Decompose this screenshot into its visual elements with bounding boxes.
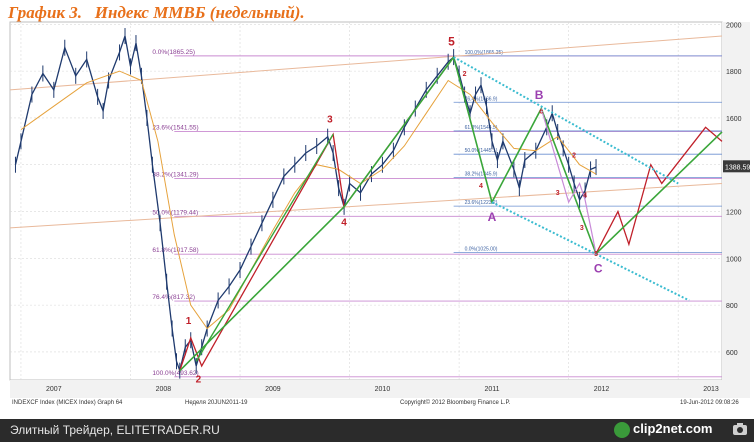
fib-level-label: 61.8%(1017.58) bbox=[152, 247, 198, 254]
last-value-label: 1388.59 bbox=[725, 164, 750, 171]
wave-label: c bbox=[539, 108, 543, 115]
plot-frame bbox=[9, 21, 723, 381]
fib-level-label: 76.4%(817.32) bbox=[152, 294, 195, 301]
x-tick-label: 2011 bbox=[484, 386, 499, 393]
x-axis-strip bbox=[10, 380, 750, 398]
fib-level-label: 50.0%(1179.44) bbox=[152, 209, 198, 216]
y-tick-label: 800 bbox=[726, 303, 738, 310]
chart-info-text: INDEXCF Index (MICEX Index) Graph 64 bbox=[12, 400, 123, 406]
footer-source-text: Элитный Трейдер, ELITETRADER.RU bbox=[10, 423, 220, 437]
x-tick-label: 2012 bbox=[594, 386, 610, 393]
moving-average-line bbox=[20, 70, 597, 330]
fib-level-label-blue: 76.4%(1666.9) bbox=[465, 96, 498, 102]
y-tick-label: 2000 bbox=[726, 22, 742, 29]
wave-label: 2 bbox=[572, 153, 576, 160]
y-tick-label: 600 bbox=[726, 350, 738, 357]
channel-cyan-upper bbox=[453, 56, 679, 185]
x-tick-label: 2010 bbox=[375, 386, 391, 393]
clip2net-logo-icon bbox=[614, 422, 630, 438]
footer-bar: Элитный Трейдер, ELITETRADER.RU clip2net… bbox=[0, 419, 754, 442]
wave-label: 4 bbox=[341, 218, 347, 229]
fib-level-label-blue: 50.0%(1445.1) bbox=[465, 148, 498, 154]
y-axis-strip bbox=[722, 22, 750, 380]
channel-cyan-lower bbox=[491, 201, 690, 302]
brand-text: clip2net.com bbox=[633, 421, 713, 436]
chart-info-text: Неделя 20JUN2011-19 bbox=[185, 400, 248, 406]
abc-correction-green bbox=[452, 56, 597, 254]
wave-label: 4 bbox=[479, 183, 483, 190]
wave-label: 3 bbox=[556, 190, 560, 197]
fib-level-label-blue: 0.0%(1025.00) bbox=[465, 246, 498, 252]
wave-label: 3 bbox=[580, 225, 584, 232]
wave-channel-green bbox=[179, 56, 455, 372]
wave-label: A bbox=[488, 210, 497, 224]
wave-label: 2 bbox=[463, 71, 467, 78]
wave-label: 2 bbox=[196, 374, 202, 385]
x-tick-label: 2007 bbox=[46, 386, 62, 393]
fib-level-label-blue: 23.6%(1223.2) bbox=[465, 200, 498, 206]
wave-channel-green-2 bbox=[195, 133, 334, 362]
fib-level-label-blue: 100.0%(1865.25) bbox=[465, 50, 504, 56]
fib-level-label: 23.6%(1541.55) bbox=[152, 125, 198, 132]
y-tick-label: 1000 bbox=[726, 256, 742, 263]
x-tick-label: 2009 bbox=[265, 386, 281, 393]
wave-label: 3 bbox=[327, 115, 333, 126]
trend-line-upper bbox=[9, 35, 723, 91]
price-series-line bbox=[14, 35, 597, 373]
fib-level-label: 38.2%(1341.29) bbox=[152, 171, 198, 178]
fib-level-label-blue: 38.2%(1345.9) bbox=[465, 171, 498, 177]
x-tick-label: 2013 bbox=[703, 386, 719, 393]
x-tick-label: 2008 bbox=[156, 386, 172, 393]
forecast-zigzag bbox=[595, 126, 723, 254]
wave-label: B bbox=[535, 88, 544, 102]
trend-line-lower bbox=[9, 182, 723, 229]
wave-label: 4 bbox=[583, 192, 587, 199]
wave-label: 1 bbox=[186, 316, 192, 327]
y-tick-label: 1800 bbox=[726, 69, 742, 76]
y-tick-label: 1600 bbox=[726, 116, 742, 123]
forecast-green-line bbox=[595, 131, 723, 255]
page-title: График 3. Индекс ММВБ (недельный). bbox=[8, 3, 305, 22]
camera-icon bbox=[733, 423, 747, 435]
fib-level-label: 0.0%(1865.25) bbox=[152, 49, 195, 56]
fib-level-label: 100.0%(493.62) bbox=[152, 370, 198, 377]
y-tick-label: 1200 bbox=[726, 210, 742, 217]
fib-level-label-blue: 61.8%(1544.5) bbox=[465, 125, 498, 131]
chart-info-text: Copyright© 2012 Bloomberg Finance L.P. bbox=[400, 399, 511, 406]
last-value-box bbox=[723, 160, 750, 173]
abc-subwave-purple bbox=[540, 108, 597, 254]
wave-label: C bbox=[594, 261, 603, 275]
chart-info-text: 19-Jun-2012 09:08:26 bbox=[680, 400, 739, 406]
wave-label: 5 bbox=[594, 251, 598, 258]
wave-label: 5 bbox=[448, 34, 455, 48]
